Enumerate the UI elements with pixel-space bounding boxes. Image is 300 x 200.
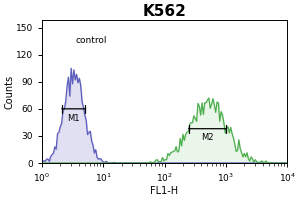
X-axis label: FL1-H: FL1-H	[151, 186, 178, 196]
Text: M2: M2	[201, 133, 214, 142]
Text: control: control	[76, 36, 107, 45]
Text: M1: M1	[67, 114, 80, 123]
Y-axis label: Counts: Counts	[4, 75, 14, 109]
Title: K562: K562	[142, 4, 187, 19]
